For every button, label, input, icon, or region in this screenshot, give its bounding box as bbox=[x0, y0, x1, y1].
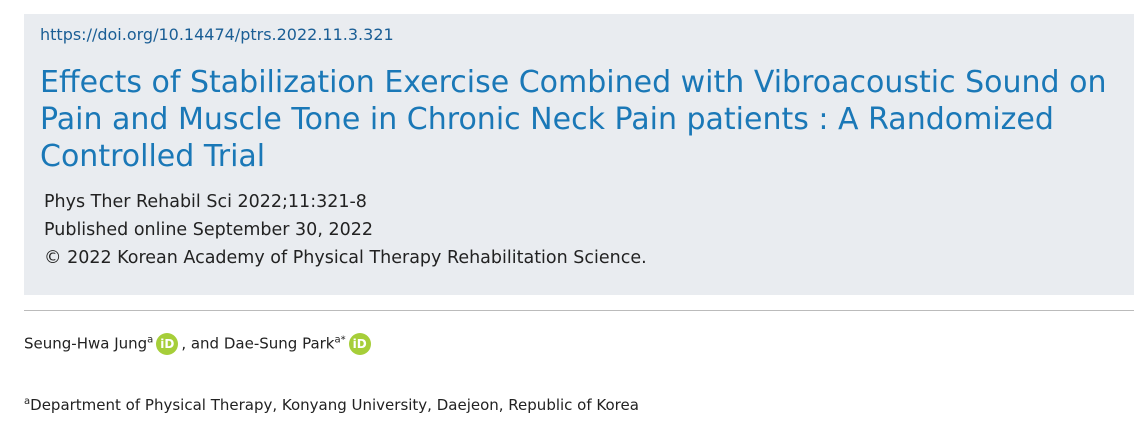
published: Published online September 30, 2022 bbox=[44, 220, 373, 240]
divider bbox=[24, 310, 1134, 311]
author-name: Seung-Hwa Jung bbox=[24, 334, 148, 353]
authors: Seung-Hwa Junga iD, and Dae-Sung Parka* iD bbox=[24, 333, 374, 355]
orcid-icon[interactable]: iD bbox=[348, 333, 371, 355]
author-sup: a bbox=[147, 334, 154, 346]
author-sup: a* bbox=[334, 334, 346, 346]
meta: Phys Ther Rehabil Sci 2022;11:321-8 Publ… bbox=[44, 188, 647, 272]
aff-text: Department of Physical Therapy, Konyang … bbox=[30, 396, 639, 414]
citation: Phys Ther Rehabil Sci 2022;11:321-8 bbox=[44, 192, 367, 212]
affiliation: aDepartment of Physical Therapy, Konyang… bbox=[24, 396, 639, 414]
orcid-icon[interactable]: iD bbox=[156, 333, 179, 355]
author-sep: , and bbox=[181, 334, 220, 353]
author-name: Dae-Sung Park bbox=[223, 334, 335, 353]
aff-sup: a bbox=[24, 396, 31, 407]
header-box bbox=[24, 14, 1134, 295]
doi-link[interactable]: https://doi.org/10.14474/ptrs.2022.11.3.… bbox=[40, 25, 394, 44]
article-title: Effects of Stabilization Exercise Combin… bbox=[40, 65, 1107, 174]
copyright: © 2022 Korean Academy of Physical Therap… bbox=[44, 248, 647, 268]
